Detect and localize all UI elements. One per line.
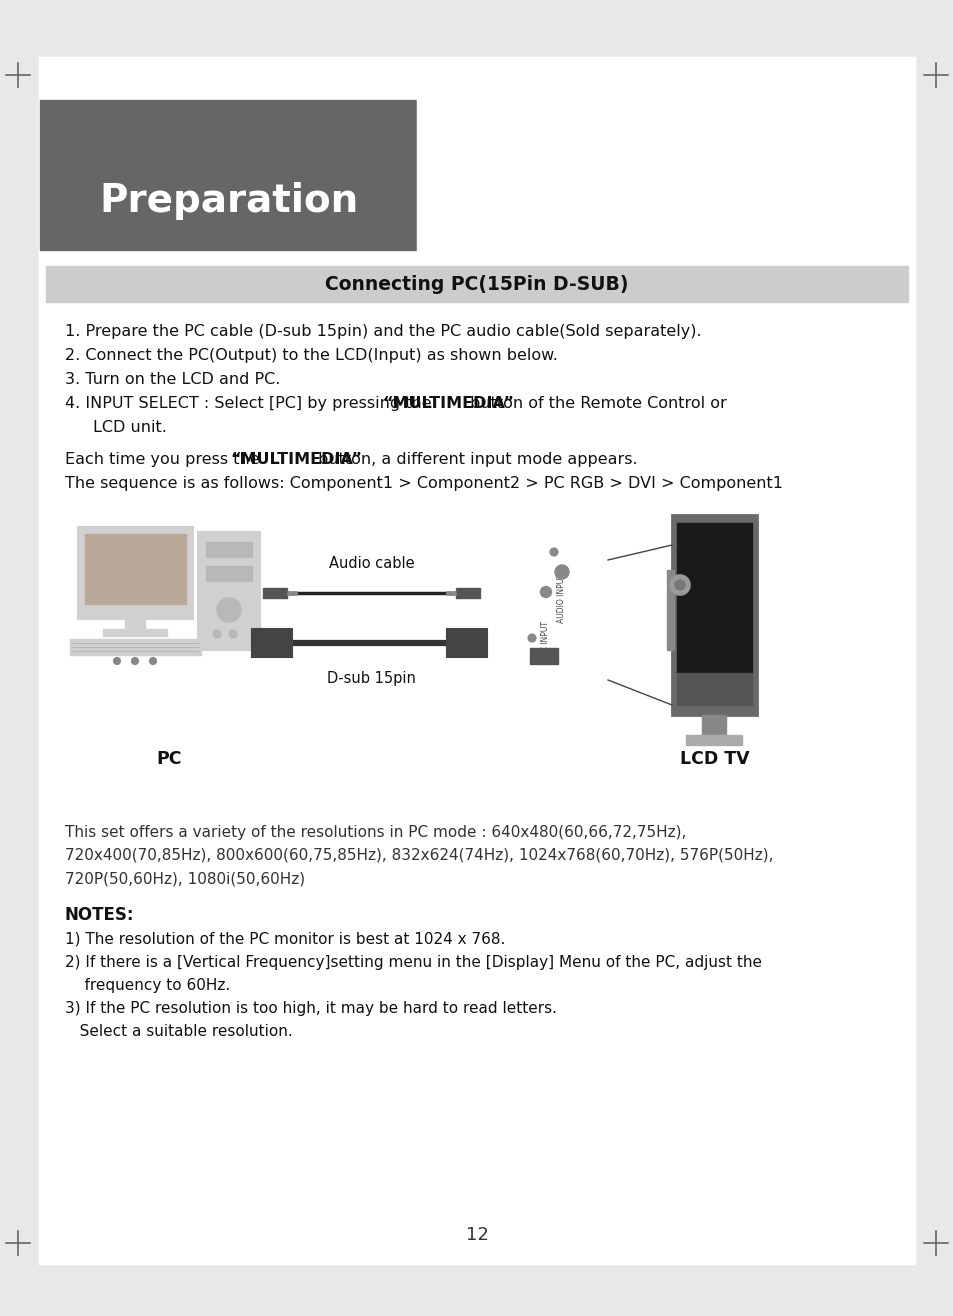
Text: D-sub 15pin: D-sub 15pin bbox=[327, 671, 416, 686]
Bar bbox=[198, 532, 260, 650]
Text: 720x400(70,85Hz), 800x600(60,75,85Hz), 832x624(74Hz), 1024x768(60,70Hz), 576P(50: 720x400(70,85Hz), 800x600(60,75,85Hz), 8… bbox=[65, 848, 773, 863]
Bar bbox=[530, 647, 558, 665]
Bar bbox=[671, 515, 757, 715]
Text: frequency to 60Hz.: frequency to 60Hz. bbox=[65, 978, 230, 994]
Circle shape bbox=[132, 658, 138, 665]
Bar bbox=[417, 100, 913, 250]
Text: 2) If there is a [Vertical Frequency]setting menu in the [Display] Menu of the P: 2) If there is a [Vertical Frequency]set… bbox=[65, 955, 761, 970]
Bar bbox=[666, 570, 673, 650]
Text: 2. Connect the PC(Output) to the LCD(Input) as shown below.: 2. Connect the PC(Output) to the LCD(Inp… bbox=[65, 347, 558, 363]
Bar bbox=[701, 715, 725, 736]
Text: AUDIO INPUT: AUDIO INPUT bbox=[557, 572, 566, 622]
Bar bbox=[677, 522, 751, 672]
Text: PC: PC bbox=[156, 750, 182, 769]
Bar bbox=[446, 591, 456, 595]
Text: “MULTIMEDIA”: “MULTIMEDIA” bbox=[231, 451, 362, 467]
Text: 720P(50,60Hz), 1080i(50,60Hz): 720P(50,60Hz), 1080i(50,60Hz) bbox=[65, 871, 305, 886]
Text: “MULTIMEDIA”: “MULTIMEDIA” bbox=[382, 396, 514, 411]
Bar bbox=[685, 736, 741, 745]
Bar bbox=[78, 526, 193, 619]
Circle shape bbox=[150, 658, 156, 665]
Circle shape bbox=[229, 630, 236, 638]
Bar bbox=[447, 629, 486, 657]
Circle shape bbox=[555, 565, 568, 579]
Text: 3) If the PC resolution is too high, it may be hard to read letters.: 3) If the PC resolution is too high, it … bbox=[65, 1001, 557, 1016]
Bar bbox=[263, 588, 287, 597]
Bar bbox=[252, 629, 292, 657]
Circle shape bbox=[550, 547, 558, 555]
Circle shape bbox=[540, 587, 551, 597]
Text: Select a suitable resolution.: Select a suitable resolution. bbox=[65, 1024, 293, 1040]
Text: 1. Prepare the PC cable (D-sub 15pin) and the PC audio cable(Sold separately).: 1. Prepare the PC cable (D-sub 15pin) an… bbox=[65, 324, 700, 340]
Text: This set offers a variety of the resolutions in PC mode : 640x480(60,66,72,75Hz): This set offers a variety of the resolut… bbox=[65, 825, 685, 840]
Text: NOTES:: NOTES: bbox=[65, 905, 134, 924]
Text: 12: 12 bbox=[465, 1227, 488, 1244]
Bar bbox=[46, 266, 907, 301]
Bar bbox=[125, 619, 145, 629]
Circle shape bbox=[669, 575, 689, 595]
Bar bbox=[70, 640, 201, 655]
Text: The sequence is as follows: Component1 > Component2 > PC RGB > DVI > Component1: The sequence is as follows: Component1 >… bbox=[65, 476, 782, 491]
Circle shape bbox=[216, 597, 241, 622]
Circle shape bbox=[213, 630, 221, 638]
Circle shape bbox=[527, 634, 536, 642]
Text: button of the Remote Control or: button of the Remote Control or bbox=[465, 396, 726, 411]
Bar bbox=[206, 566, 252, 580]
Bar bbox=[85, 534, 186, 604]
Text: button, a different input mode appears.: button, a different input mode appears. bbox=[314, 451, 638, 467]
Text: Audio cable: Audio cable bbox=[329, 555, 414, 571]
Circle shape bbox=[113, 658, 120, 665]
Text: 3. Turn on the LCD and PC.: 3. Turn on the LCD and PC. bbox=[65, 372, 280, 387]
Bar bbox=[456, 588, 479, 597]
Bar bbox=[40, 100, 417, 250]
Text: Preparation: Preparation bbox=[99, 182, 358, 220]
Text: LCD unit.: LCD unit. bbox=[92, 420, 167, 436]
Text: 4. INPUT SELECT : Select [PC] by pressing the: 4. INPUT SELECT : Select [PC] by pressin… bbox=[65, 396, 436, 411]
Circle shape bbox=[675, 580, 684, 590]
Bar bbox=[206, 542, 252, 557]
Text: LCD TV: LCD TV bbox=[679, 750, 748, 769]
Bar bbox=[287, 591, 296, 595]
Ellipse shape bbox=[472, 536, 607, 705]
Text: Each time you press the: Each time you press the bbox=[65, 451, 265, 467]
Text: Connecting PC(15Pin D-SUB): Connecting PC(15Pin D-SUB) bbox=[325, 275, 628, 293]
Text: PC INPUT: PC INPUT bbox=[541, 621, 550, 655]
Bar bbox=[103, 629, 167, 636]
Text: 1) The resolution of the PC monitor is best at 1024 x 768.: 1) The resolution of the PC monitor is b… bbox=[65, 932, 505, 948]
Bar bbox=[677, 672, 751, 705]
